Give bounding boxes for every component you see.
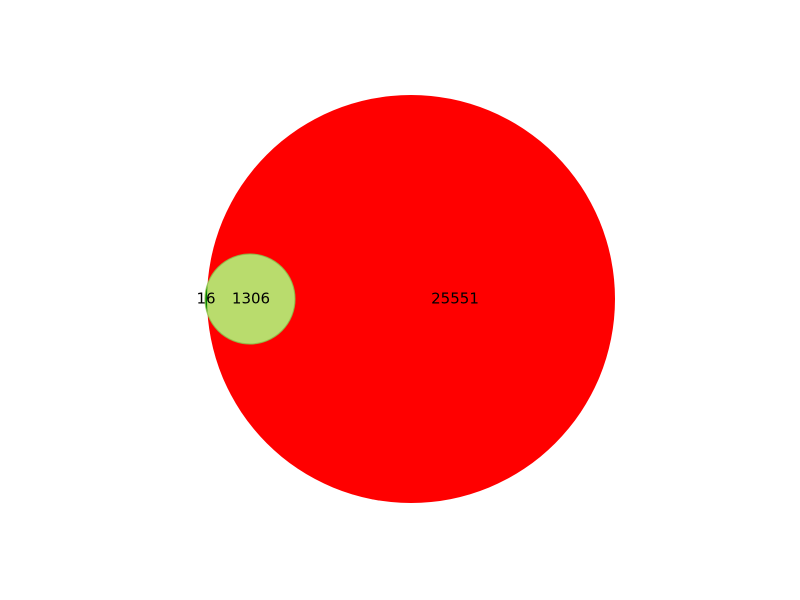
overlap-region: [207, 254, 295, 344]
set-b-circle: [207, 95, 615, 503]
region-label-b-only: 25551: [431, 290, 479, 308]
set-a-outline: [204, 253, 296, 345]
region-label-a-and-b: 1306: [232, 290, 270, 308]
region-label-a-only: 16: [196, 290, 215, 308]
